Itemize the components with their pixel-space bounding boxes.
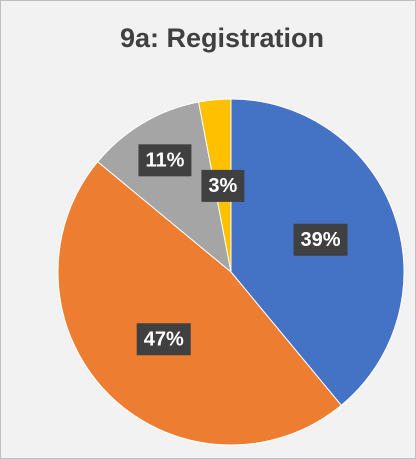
data-label-box (201, 169, 245, 202)
data-label: 47% (144, 329, 184, 351)
pie (57, 98, 405, 446)
pie-slice (57, 161, 342, 446)
data-label: 39% (301, 229, 341, 251)
data-label-box (136, 323, 191, 356)
data-label: 11% (145, 150, 184, 172)
data-label-box (293, 223, 348, 256)
pie-slice (96, 101, 232, 274)
data-label: 3% (208, 175, 237, 197)
chart-title: 9a: Registration (120, 23, 324, 53)
data-labels: 39% 47% 11% 3% (136, 144, 348, 356)
data-label-box (138, 144, 192, 177)
